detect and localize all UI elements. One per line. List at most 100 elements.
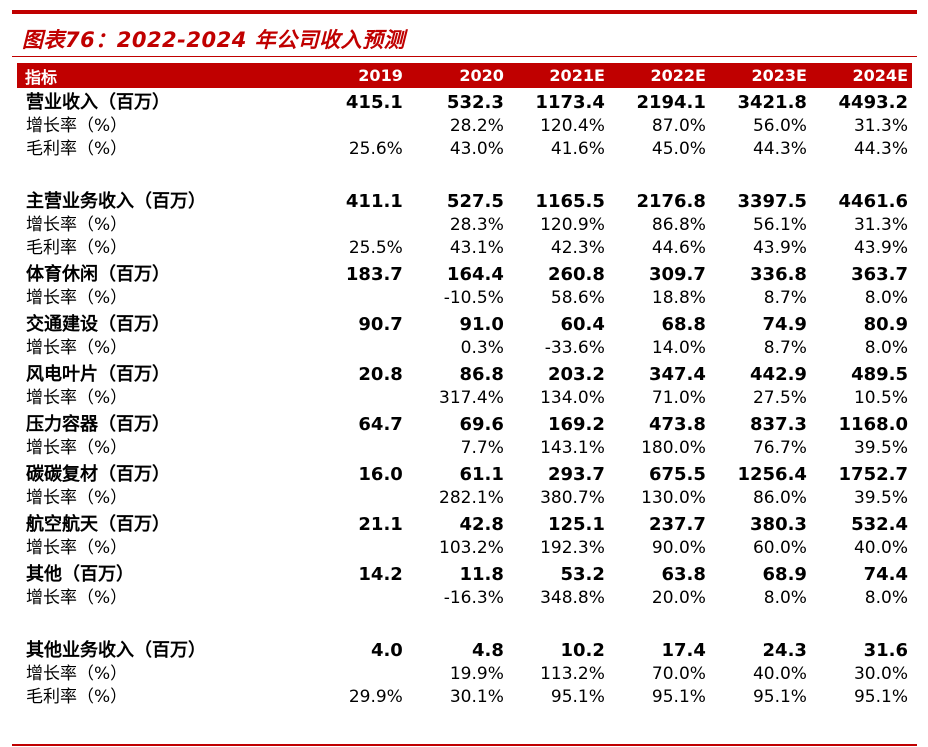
value-cell: 293.7 <box>547 464 605 485</box>
value-cell: 86.8% <box>651 215 706 235</box>
header-cell: 2022E <box>608 63 710 88</box>
value-cell: 95.1% <box>651 687 706 707</box>
value-cell: 90.0% <box>651 538 706 558</box>
value-cell: 1256.4 <box>737 464 807 485</box>
value-cell: 64.7 <box>358 414 403 435</box>
value-cell: 60.4 <box>560 314 605 335</box>
value-cell: 39.5% <box>853 438 908 458</box>
value-cell: 4.8 <box>471 640 504 661</box>
table-row: 营业收入（百万） 415.1 532.3 1173.4 2194.1 3421.8 4493… <box>17 88 912 115</box>
table-row: 航空航天（百万） 21.1 42.8 125.1 237.7 380.3 532.4 <box>17 510 912 537</box>
value-cell: 125.1 <box>547 514 605 535</box>
value-cell: 8.7% <box>763 288 807 308</box>
value-cell <box>262 387 407 410</box>
table-row: 增长率（%） 7.7% 143.1% 180.0% 76.7% 39.5% <box>17 437 912 460</box>
value-cell: 203.2 <box>547 364 605 385</box>
value-cell <box>262 214 407 237</box>
value-cell: 489.5 <box>851 364 908 385</box>
header-cell: 2019 <box>261 63 407 88</box>
header-cell: 2021E <box>507 63 609 88</box>
value-cell: 1168.0 <box>838 414 908 435</box>
header-cell: 2023E <box>709 63 811 88</box>
value-cell: 532.3 <box>446 92 504 113</box>
row-label: 增长率（%） <box>26 116 128 136</box>
value-cell <box>262 587 407 610</box>
value-cell: 130.0% <box>641 488 706 508</box>
value-cell: 70.0% <box>651 664 706 684</box>
value-cell: 282.1% <box>439 488 504 508</box>
value-cell: 11.8 <box>459 564 504 585</box>
value-cell: 143.1% <box>540 438 605 458</box>
row-label: 毛利率（%） <box>26 238 128 258</box>
title-bar: 图表76：2022-2024 年公司收入预测 <box>12 10 917 54</box>
row-label: 增长率（%） <box>26 438 128 458</box>
table-row: 毛利率（%） 29.9% 30.1% 95.1% 95.1% 95.1% 95.1% <box>17 686 912 709</box>
row-label <box>17 610 262 636</box>
value-cell: 43.0% <box>449 139 504 159</box>
value-cell: 56.1% <box>752 215 807 235</box>
row-label: 增长率（%） <box>26 538 128 558</box>
bottom-divider <box>12 744 917 746</box>
table-row: 碳碳复材（百万） 16.0 61.1 293.7 675.5 1256.4 1752.7 <box>17 460 912 487</box>
value-cell <box>262 337 407 360</box>
value-cell: 183.7 <box>345 264 403 285</box>
value-cell: 10.2 <box>560 640 605 661</box>
value-cell <box>609 610 710 636</box>
row-label: 碳碳复材（百万） <box>26 464 170 485</box>
value-cell <box>609 161 710 187</box>
value-cell: 24.3 <box>762 640 807 661</box>
table-row: 主营业务收入（百万） 411.1 527.5 1165.5 2176.8 3397.5 44… <box>17 187 912 214</box>
value-cell: 42.3% <box>550 238 605 258</box>
table-row: 其他业务收入（百万） 4.0 4.8 10.2 17.4 24.3 31.6 <box>17 636 912 663</box>
value-cell: 1165.5 <box>535 191 605 212</box>
value-cell: 18.8% <box>651 288 706 308</box>
table-row: 增长率（%） -10.5% 58.6% 18.8% 8.7% 8.0% <box>17 287 912 310</box>
value-cell: 134.0% <box>540 388 605 408</box>
figure-title: 图表76：2022-2024 年公司收入预测 <box>22 28 406 52</box>
value-cell: 21.1 <box>358 514 403 535</box>
value-cell: 31.3% <box>853 215 908 235</box>
value-cell: 44.3% <box>752 139 807 159</box>
value-cell <box>262 115 407 138</box>
value-cell: 43.1% <box>449 238 504 258</box>
value-cell: 2176.8 <box>636 191 706 212</box>
value-cell: 336.8 <box>750 264 807 285</box>
value-cell: 95.1% <box>752 687 807 707</box>
value-cell <box>262 487 407 510</box>
value-cell: 27.5% <box>752 388 807 408</box>
table-row: 增长率（%） 103.2% 192.3% 90.0% 60.0% 40.0% <box>17 537 912 560</box>
row-label: 毛利率（%） <box>26 687 128 707</box>
value-cell: 39.5% <box>853 488 908 508</box>
row-label: 航空航天（百万） <box>26 514 170 535</box>
value-cell: 837.3 <box>750 414 807 435</box>
value-cell: 8.0% <box>864 288 908 308</box>
value-cell: 90.7 <box>358 314 403 335</box>
value-cell: 71.0% <box>651 388 706 408</box>
table-row: 压力容器（百万） 64.7 69.6 169.2 473.8 837.3 1168.0 <box>17 410 912 437</box>
table-row: 毛利率（%） 25.5% 43.1% 42.3% 44.6% 43.9% 43.9% <box>17 237 912 260</box>
value-cell: 30.0% <box>853 664 908 684</box>
value-cell: 63.8 <box>661 564 706 585</box>
value-cell: 31.6 <box>863 640 908 661</box>
row-label: 交通建设（百万） <box>26 314 170 335</box>
value-cell: 40.0% <box>752 664 807 684</box>
value-cell: 8.0% <box>763 588 807 608</box>
value-cell: 532.4 <box>851 514 908 535</box>
value-cell: 69.6 <box>459 414 504 435</box>
value-cell: 68.8 <box>661 314 706 335</box>
value-cell: 74.9 <box>762 314 807 335</box>
value-cell: 44.3% <box>853 139 908 159</box>
value-cell: 348.8% <box>540 588 605 608</box>
value-cell: 411.1 <box>345 191 403 212</box>
value-cell: 4461.6 <box>838 191 908 212</box>
row-label: 增长率（%） <box>26 488 128 508</box>
value-cell: 14.0% <box>651 338 706 358</box>
value-cell: 42.8 <box>459 514 504 535</box>
table-row: 风电叶片（百万） 20.8 86.8 203.2 347.4 442.9 489.5 <box>17 360 912 387</box>
value-cell: -10.5% <box>443 288 504 308</box>
value-cell: 28.3% <box>449 215 504 235</box>
table-header-row: 指标 2019 2020 2021E 2022E 2023E 2024E <box>17 63 912 88</box>
row-label: 其他业务收入（百万） <box>26 640 206 661</box>
row-label: 体育休闲（百万） <box>26 264 170 285</box>
value-cell: 58.6% <box>550 288 605 308</box>
